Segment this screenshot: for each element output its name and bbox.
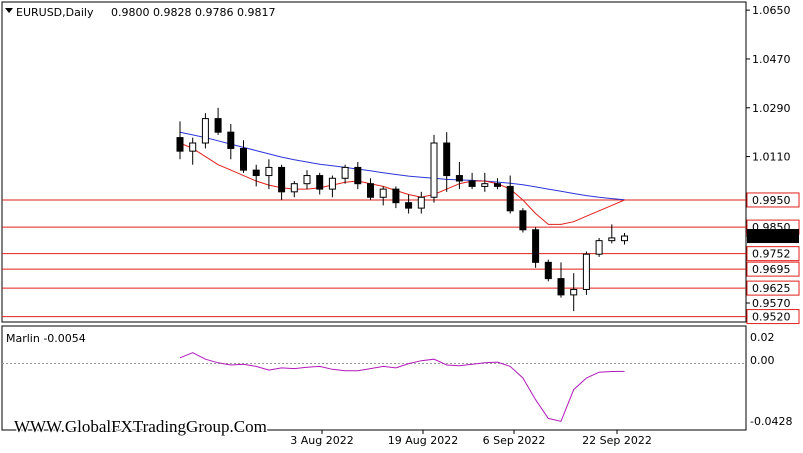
candle-body-14	[354, 166, 362, 185]
level-price-box-9	[746, 280, 800, 296]
candle-body-0	[176, 137, 184, 152]
time-axis: 3 Aug 2022 19 Aug 2022 6 Sep 2022 22 Sep 20…	[290, 430, 652, 447]
candle-body-12	[328, 177, 336, 190]
candle-body-13	[341, 166, 349, 179]
price-tick-label-3: 1.0110	[752, 151, 791, 164]
candle-body-17	[392, 188, 400, 204]
candle-body-31	[570, 288, 578, 296]
indicator-name-value: Marlin -0.0054	[6, 332, 86, 345]
candle-body-1	[189, 142, 197, 152]
oscillator	[2, 352, 746, 422]
price-tick-label-6: 0.9817	[752, 230, 791, 243]
candle-body-8	[278, 166, 286, 193]
fast-ma-line	[179, 142, 625, 225]
price-tick-label-11: 0.9520	[752, 311, 791, 324]
price-tick-label-8: 0.9695	[752, 263, 791, 276]
price-tick-label-7: 0.9752	[752, 248, 791, 261]
price-tick-label-1: 1.0470	[752, 53, 791, 66]
price-tick-label-2: 1.0290	[752, 102, 791, 115]
price-axis: 1.06501.04701.02901.01100.99500.98500.98…	[746, 4, 800, 325]
candle-body-33	[595, 240, 603, 255]
moving-averages	[179, 131, 625, 225]
candle-body-6	[252, 169, 260, 177]
candle-body-4	[227, 131, 235, 149]
price-tick-label-4: 0.9950	[752, 194, 791, 207]
horizontal-levels	[2, 199, 746, 318]
candle-body-20	[430, 142, 438, 198]
dropdown-triangle-icon[interactable]	[5, 8, 13, 13]
candle-body-27	[519, 210, 527, 231]
price-tick-label-10: 0.9570	[752, 297, 791, 310]
candle-body-18	[405, 202, 413, 209]
candle-body-7	[265, 166, 273, 177]
candle-body-34	[608, 237, 616, 242]
candle-body-24	[481, 183, 489, 187]
time-tick-label-2: 6 Sep 2022	[483, 434, 546, 447]
indicator-pane-frame	[1, 325, 747, 431]
level-price-box-8	[746, 261, 800, 277]
candle-body-32	[582, 253, 590, 290]
oscillator-line	[179, 352, 625, 422]
candle-body-9	[290, 183, 298, 193]
current-price-box	[747, 229, 799, 244]
slow-ma-line	[179, 131, 625, 201]
candle-body-26	[506, 185, 514, 212]
candle-body-28	[532, 229, 540, 263]
candle-body-5	[240, 147, 247, 171]
candle-body-23	[468, 180, 476, 187]
indicator-axis-label-zero: 0.00	[750, 354, 775, 367]
watermark-text: WWW.GlobalFXTradingGroup.Com	[14, 417, 267, 436]
indicator-axis-label-bottom: -0.0428	[750, 415, 792, 428]
time-tick-label-1: 19 Aug 2022	[388, 434, 458, 447]
candle-body-25	[494, 183, 501, 187]
candle-body-19	[417, 196, 425, 209]
candle-body-16	[379, 188, 387, 198]
time-tick-label-0: 3 Aug 2022	[290, 434, 353, 447]
chart-header-ohlc: 0.9800 0.9828 0.9786 0.9817	[111, 6, 275, 19]
candle-body-11	[316, 175, 324, 190]
chart-header-symbol: EURUSD,Daily	[16, 6, 94, 19]
level-price-box-11	[746, 309, 800, 325]
candles	[176, 107, 628, 312]
indicator-axis-label-top: 0.02	[750, 331, 775, 344]
candle-body-3	[214, 118, 222, 133]
price-tick-label-0: 1.0650	[752, 4, 791, 17]
time-tick-label-3: 22 Sep 2022	[582, 434, 652, 447]
candle-body-2	[201, 118, 209, 144]
candle-body-30	[557, 278, 565, 296]
candle-body-15	[367, 183, 374, 198]
candle-body-29	[544, 261, 552, 280]
candle-body-21	[443, 142, 451, 177]
candle-body-10	[303, 175, 311, 185]
candle-body-22	[455, 175, 463, 182]
main-pane-frame	[1, 1, 747, 323]
level-price-box-4	[746, 192, 800, 208]
candle-body-35	[621, 235, 628, 242]
price-tick-label-9: 0.9625	[752, 282, 791, 295]
level-price-box-7	[746, 246, 800, 262]
